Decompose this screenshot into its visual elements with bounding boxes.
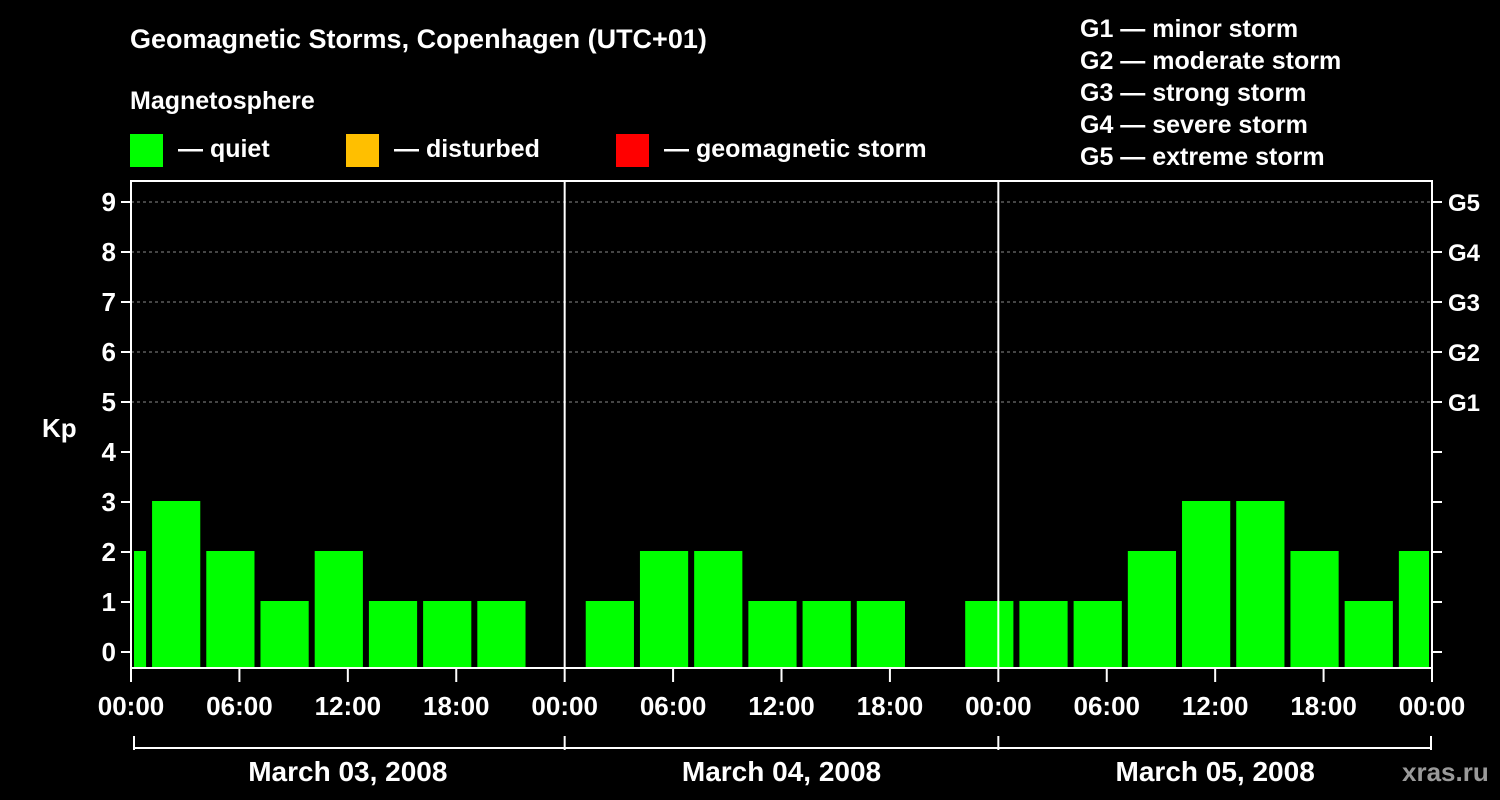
y-tick-label-2: 2 — [102, 537, 116, 567]
y-tick-label-6: 6 — [102, 337, 116, 367]
x-tick-label-6: 12:00 — [748, 691, 815, 721]
y-tick-label-1: 1 — [102, 587, 116, 617]
kp-bar-7 — [477, 601, 526, 668]
kp-bar-13 — [856, 601, 905, 668]
legend-swatch-quiet — [130, 134, 163, 167]
kp-bar-12 — [802, 601, 851, 668]
kp-bar-2 — [206, 551, 255, 668]
storm-scale-g2: G2 — moderate storm — [1080, 47, 1341, 75]
x-tick-label-3: 18:00 — [423, 691, 490, 721]
kp-bar-6 — [423, 601, 472, 668]
day-labels: March 03, 2008 March 04, 2008 March 05, 20… — [133, 736, 1432, 787]
kp-bar-21 — [1344, 601, 1393, 668]
y-tick-label-4: 4 — [102, 437, 117, 467]
legend-label-quiet: — quiet — [178, 135, 270, 163]
g-level-label-g1: G1 — [1448, 390, 1480, 417]
bars — [134, 501, 1429, 668]
y-axis-label: Kp — [42, 413, 77, 443]
kp-bar-16 — [1073, 601, 1122, 668]
kp-bar-4 — [314, 551, 363, 668]
x-ticks: 00:00 06:00 12:00 18:00 00:00 06:00 12:00 18:00… — [98, 668, 1466, 721]
kp-bar-0 — [134, 551, 147, 668]
g-level-label-g5: G5 — [1448, 190, 1480, 217]
day-label-2: March 05, 2008 — [1116, 756, 1315, 787]
x-tick-label-1: 06:00 — [206, 691, 273, 721]
legend-swatch-storm — [616, 134, 649, 167]
g-level-label-g4: G4 — [1448, 240, 1481, 267]
y-tick-label-5: 5 — [102, 387, 116, 417]
kp-bar-8 — [585, 601, 634, 668]
y-tick-label-0: 0 — [102, 637, 116, 667]
storm-scale-g4: G4 — severe storm — [1080, 111, 1308, 139]
x-tick-label-5: 06:00 — [640, 691, 707, 721]
y-tick-label-8: 8 — [102, 237, 116, 267]
kp-bar-3 — [260, 601, 309, 668]
kp-bar-22 — [1398, 551, 1429, 668]
x-tick-label-2: 12:00 — [315, 691, 382, 721]
kp-bar-11 — [748, 601, 797, 668]
watermark: xras.ru — [1402, 757, 1489, 787]
x-tick-label-10: 12:00 — [1182, 691, 1249, 721]
x-tick-label-9: 06:00 — [1074, 691, 1141, 721]
y-tick-label-7: 7 — [102, 287, 116, 317]
y-ticks: 0 1 2 3 4 5 6 7 8 9 — [102, 187, 131, 667]
y-tick-label-3: 3 — [102, 487, 116, 517]
kp-bar-17 — [1127, 551, 1177, 668]
y-tick-label-9: 9 — [102, 187, 116, 217]
storm-scale-g1: G1 — minor storm — [1080, 15, 1298, 43]
x-tick-label-7: 18:00 — [857, 691, 924, 721]
x-tick-label-0: 00:00 — [98, 691, 165, 721]
day-label-0: March 03, 2008 — [248, 756, 447, 787]
storm-scale-g3: G3 — strong storm — [1080, 79, 1306, 107]
legend-heading: Magnetosphere — [130, 87, 315, 115]
day-label-1: March 04, 2008 — [682, 756, 881, 787]
legend-label-storm: — geomagnetic storm — [664, 135, 927, 163]
kp-bar-5 — [368, 601, 418, 668]
kp-bar-1 — [152, 501, 201, 668]
legend-swatch-disturbed — [346, 134, 379, 167]
grid-lines — [131, 201, 1432, 403]
x-tick-label-11: 18:00 — [1290, 691, 1357, 721]
legend-label-disturbed: — disturbed — [394, 135, 540, 163]
storm-scale: G1 — minor storm G2 — moderate storm G3 … — [1080, 15, 1341, 171]
x-tick-label-8: 00:00 — [965, 691, 1032, 721]
kp-bar-9 — [639, 551, 689, 668]
kp-bar-15 — [1019, 601, 1068, 668]
chart-title: Geomagnetic Storms, Copenhagen (UTC+01) — [130, 24, 707, 54]
kp-bar-18 — [1182, 501, 1231, 668]
kp-bar-20 — [1290, 551, 1339, 668]
kp-bar-19 — [1236, 501, 1285, 668]
g-level-ticks: G1 G2 G3 G4 G5 — [1432, 190, 1481, 653]
storm-scale-g5: G5 — extreme storm — [1080, 143, 1325, 171]
legend: — quiet — disturbed — geomagnetic storm — [130, 134, 927, 167]
kp-bar-10 — [694, 551, 743, 668]
x-tick-label-4: 00:00 — [531, 691, 598, 721]
x-tick-label-12: 00:00 — [1399, 691, 1466, 721]
g-level-label-g3: G3 — [1448, 290, 1480, 317]
kp-bar-14 — [965, 601, 1014, 668]
g-level-label-g2: G2 — [1448, 340, 1480, 367]
